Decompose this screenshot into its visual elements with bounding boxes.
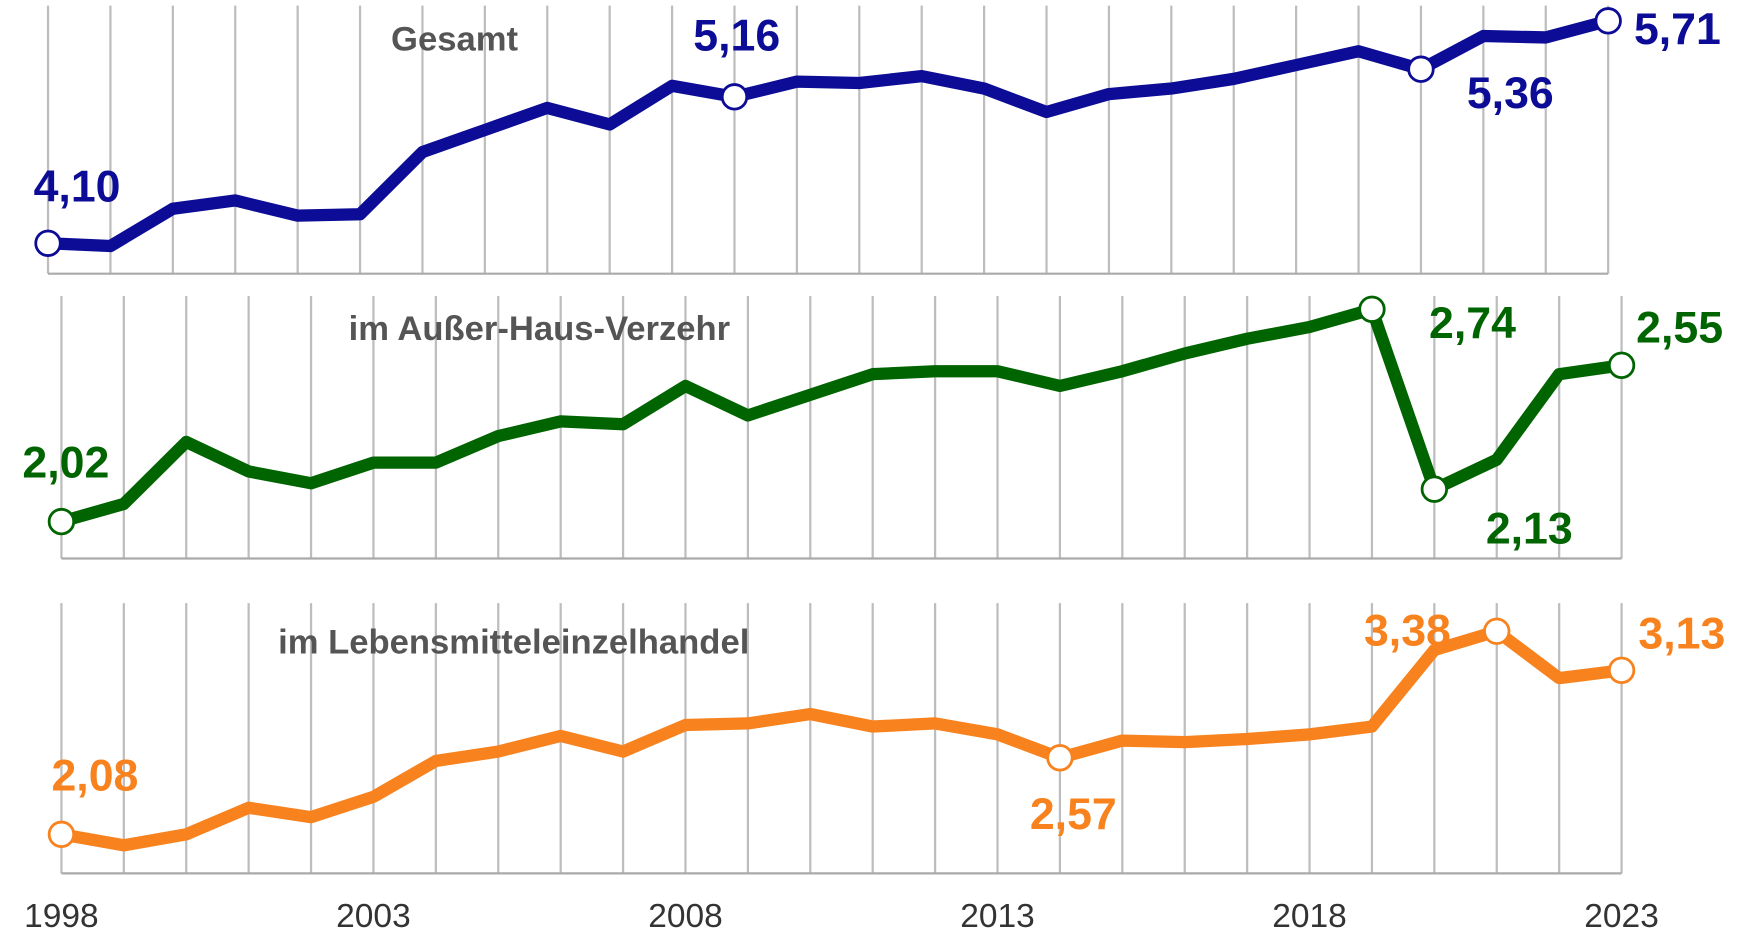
value-label: 2,74 [1429,299,1516,348]
panel-title: im Lebensmitteleinzelhandel [278,624,749,662]
point-marker [1607,656,1636,684]
point-marker [47,820,76,849]
value-label: 2,13 [1486,504,1573,553]
x-tick-label: 2003 [336,898,411,935]
x-tick-label: 2018 [1272,898,1347,935]
value-label: 5,71 [1634,5,1721,54]
value-label: 3,38 [1364,606,1451,655]
value-label: 2,08 [51,751,138,800]
point-marker [47,507,76,536]
point-marker [34,229,62,257]
line [60,625,1623,852]
point-marker [1483,617,1511,645]
point-marker [1358,295,1386,323]
panel-title: im Außer-Haus-Verzehr [349,310,730,348]
x-tick-label: 2013 [960,898,1035,935]
x-tick-label: 2008 [648,898,723,935]
line [59,303,1623,528]
value-label: 2,55 [1636,303,1723,352]
value-label: 4,10 [34,162,121,211]
value-label: 2,57 [1030,790,1117,839]
value-label: 5,16 [693,12,780,61]
point-marker [1607,351,1636,379]
value-label: 3,13 [1638,610,1725,659]
point-marker [1420,475,1449,503]
value-label: 5,36 [1467,69,1554,118]
line [47,14,1610,253]
point-marker [1594,7,1622,35]
panel-title: Gesamt [391,21,518,59]
value-label: 2,02 [22,439,109,488]
x-tick-label: 1998 [24,898,99,935]
x-tick-label: 2023 [1584,898,1659,935]
point-marker [720,83,749,111]
point-marker [1046,744,1074,772]
point-marker [1407,55,1435,83]
